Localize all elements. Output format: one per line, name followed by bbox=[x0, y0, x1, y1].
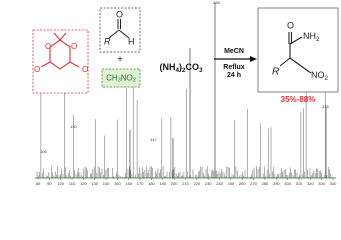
arrow-head bbox=[250, 56, 257, 62]
x-tick-label: 110 bbox=[69, 181, 76, 186]
atom: R bbox=[104, 36, 111, 46]
catalyst: (NH4)2CO3 bbox=[159, 62, 203, 73]
x-tick-label: 300 bbox=[284, 181, 291, 186]
atom: O bbox=[71, 42, 77, 51]
nitromethane: CH3NO2 bbox=[106, 74, 136, 84]
condition: MeCN bbox=[224, 48, 244, 55]
x-tick-label: 320 bbox=[307, 181, 314, 186]
atom: H bbox=[128, 36, 135, 46]
condition: Reflux bbox=[223, 64, 245, 71]
atom: NH2 bbox=[303, 31, 320, 42]
x-tick-label: 180 bbox=[148, 181, 155, 186]
aldehyde-structure bbox=[108, 19, 130, 39]
x-tick-label: 210 bbox=[182, 181, 189, 186]
x-tick-label: 200 bbox=[171, 181, 178, 186]
x-tick-label: 130 bbox=[91, 181, 98, 186]
x-tick-label: 170 bbox=[137, 181, 144, 186]
x-tick-label: 260 bbox=[239, 181, 246, 186]
atom: NO2 bbox=[311, 70, 329, 81]
peak-label: 288 bbox=[213, 0, 220, 5]
x-tick-label: 90 bbox=[47, 181, 52, 186]
peak-label: 336 bbox=[322, 104, 329, 109]
reagent-box bbox=[101, 68, 141, 88]
x-tick-label: 280 bbox=[262, 181, 269, 186]
x-tick-label: 140 bbox=[103, 181, 110, 186]
dioxanone-structure bbox=[40, 32, 80, 70]
condition: 24 h bbox=[227, 72, 241, 79]
x-tick-label: 190 bbox=[159, 181, 166, 186]
x-tick-label: 160 bbox=[125, 181, 132, 186]
atom: O bbox=[45, 42, 51, 51]
reactant-box bbox=[99, 7, 141, 53]
x-tick-label: 240 bbox=[216, 181, 223, 186]
x-tick-label: 330 bbox=[318, 181, 325, 186]
peak-label: 106 bbox=[40, 149, 47, 154]
atom: O bbox=[287, 20, 294, 30]
atom: O bbox=[34, 65, 40, 74]
x-tick-label: 80 bbox=[36, 181, 41, 186]
atom: R bbox=[272, 67, 279, 78]
x-tick-label: 250 bbox=[228, 181, 235, 186]
atom: O bbox=[82, 65, 88, 74]
atom: O bbox=[116, 9, 123, 19]
peak-label: 147 bbox=[150, 137, 157, 142]
x-tick-label: 290 bbox=[273, 181, 280, 186]
x-tick-label: 310 bbox=[296, 181, 303, 186]
plus: + bbox=[117, 55, 123, 66]
x-tick-label: 340 bbox=[330, 181, 337, 186]
graphical-abstract: 106 130 147 288 336 O O O O R H O + CH3NO2 (… bbox=[32, 0, 339, 186]
yield: 35%-88% bbox=[281, 95, 316, 104]
x-tick-label: 150 bbox=[114, 181, 121, 186]
product-structure bbox=[279, 32, 312, 74]
peak-label: 130 bbox=[70, 124, 77, 129]
x-tick-label: 230 bbox=[205, 181, 212, 186]
x-tick-label: 120 bbox=[80, 181, 87, 186]
x-tick-label: 220 bbox=[194, 181, 201, 186]
product-box bbox=[257, 7, 339, 93]
x-tick-label: 270 bbox=[250, 181, 257, 186]
x-tick-label: 100 bbox=[57, 181, 64, 186]
